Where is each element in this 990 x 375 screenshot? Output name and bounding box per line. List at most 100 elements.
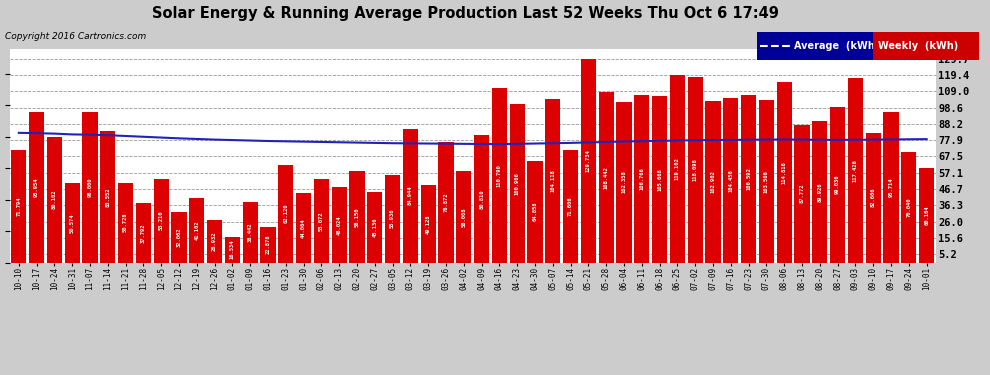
Text: 117.426: 117.426 — [853, 159, 858, 182]
Bar — [243, 202, 257, 262]
Text: 50.574: 50.574 — [69, 213, 74, 232]
Bar — [47, 136, 62, 262]
Text: 102.358: 102.358 — [622, 171, 627, 194]
Text: 118.098: 118.098 — [693, 158, 698, 181]
Text: 60.164: 60.164 — [924, 206, 930, 225]
Text: 80.810: 80.810 — [479, 189, 484, 209]
Bar — [724, 98, 739, 262]
Bar — [812, 121, 828, 262]
Bar — [706, 101, 721, 262]
Text: 89.926: 89.926 — [818, 182, 823, 202]
Bar — [118, 183, 134, 262]
Text: 53.072: 53.072 — [319, 211, 324, 231]
Text: Copyright 2016 Cartronics.com: Copyright 2016 Cartronics.com — [5, 32, 147, 41]
Bar — [545, 99, 560, 262]
Bar — [617, 102, 632, 262]
Text: 48.024: 48.024 — [337, 215, 342, 234]
Bar — [759, 100, 774, 262]
Text: 71.794: 71.794 — [16, 196, 22, 216]
Text: 16.534: 16.534 — [230, 240, 235, 259]
Bar — [670, 75, 685, 262]
Bar — [332, 187, 346, 262]
Text: 44.064: 44.064 — [301, 218, 306, 238]
Bar — [901, 152, 917, 262]
Text: 58.150: 58.150 — [354, 207, 359, 226]
Bar — [492, 88, 507, 262]
Bar — [136, 203, 150, 262]
Bar — [919, 168, 935, 262]
Bar — [29, 112, 45, 262]
Text: 38.442: 38.442 — [248, 222, 252, 242]
Bar — [278, 165, 293, 262]
Text: 99.036: 99.036 — [836, 175, 841, 194]
Bar — [599, 92, 614, 262]
Bar — [581, 58, 596, 262]
Bar — [100, 131, 116, 262]
Text: 106.766: 106.766 — [640, 167, 644, 190]
Text: 26.932: 26.932 — [212, 232, 217, 251]
Text: 32.062: 32.062 — [176, 228, 181, 247]
Text: 104.456: 104.456 — [729, 169, 734, 192]
Bar — [260, 226, 275, 262]
Bar — [510, 104, 525, 262]
Text: 105.668: 105.668 — [657, 168, 662, 191]
Bar — [296, 193, 311, 262]
Text: 100.906: 100.906 — [515, 172, 520, 195]
Bar — [688, 77, 703, 262]
Text: 119.102: 119.102 — [675, 158, 680, 180]
Text: 80.102: 80.102 — [51, 190, 56, 209]
Text: 103.506: 103.506 — [764, 170, 769, 192]
Text: 58.008: 58.008 — [461, 207, 466, 226]
Bar — [652, 96, 667, 262]
Text: 55.936: 55.936 — [390, 209, 395, 228]
Bar — [563, 150, 578, 262]
Text: Average  (kWh): Average (kWh) — [794, 41, 880, 51]
Bar — [742, 95, 756, 262]
Bar — [777, 82, 792, 262]
Text: 64.858: 64.858 — [533, 202, 538, 221]
Text: 49.128: 49.128 — [426, 214, 431, 234]
Bar — [349, 171, 364, 262]
Bar — [82, 112, 98, 262]
Bar — [456, 171, 471, 262]
Text: 95.954: 95.954 — [34, 177, 39, 197]
Text: 62.120: 62.120 — [283, 204, 288, 224]
Text: 129.734: 129.734 — [586, 149, 591, 172]
Text: 70.040: 70.040 — [907, 198, 912, 217]
Bar — [225, 237, 240, 262]
Text: 95.714: 95.714 — [889, 177, 894, 197]
Text: 83.552: 83.552 — [105, 187, 110, 207]
Bar — [865, 133, 881, 262]
Text: 108.442: 108.442 — [604, 166, 609, 189]
Text: 110.790: 110.790 — [497, 164, 502, 187]
Text: 53.210: 53.210 — [158, 211, 163, 230]
Text: 106.592: 106.592 — [746, 167, 751, 190]
Text: 37.792: 37.792 — [141, 223, 146, 243]
Text: 41.102: 41.102 — [194, 220, 199, 240]
Bar — [474, 135, 489, 262]
Text: 96.000: 96.000 — [87, 177, 92, 197]
Bar — [11, 150, 27, 262]
Text: 114.816: 114.816 — [782, 161, 787, 184]
Bar — [847, 78, 863, 262]
Bar — [153, 179, 168, 262]
Text: Solar Energy & Running Average Production Last 52 Weeks Thu Oct 6 17:49: Solar Energy & Running Average Productio… — [151, 6, 779, 21]
Text: 45.136: 45.136 — [372, 217, 377, 237]
Text: Weekly  (kWh): Weekly (kWh) — [878, 41, 958, 51]
Bar — [314, 179, 329, 262]
Bar — [385, 175, 400, 262]
Text: 84.944: 84.944 — [408, 186, 413, 206]
Bar — [528, 160, 543, 262]
Bar — [207, 220, 222, 262]
Bar — [883, 112, 899, 262]
Bar — [421, 185, 436, 262]
Text: 87.772: 87.772 — [800, 184, 805, 203]
Bar — [403, 129, 418, 262]
Text: 50.728: 50.728 — [123, 213, 128, 232]
Bar — [367, 192, 382, 262]
Bar — [189, 198, 204, 262]
Text: 71.606: 71.606 — [568, 196, 573, 216]
Text: 82.606: 82.606 — [871, 188, 876, 207]
Text: 102.902: 102.902 — [711, 170, 716, 193]
Bar — [171, 212, 186, 262]
